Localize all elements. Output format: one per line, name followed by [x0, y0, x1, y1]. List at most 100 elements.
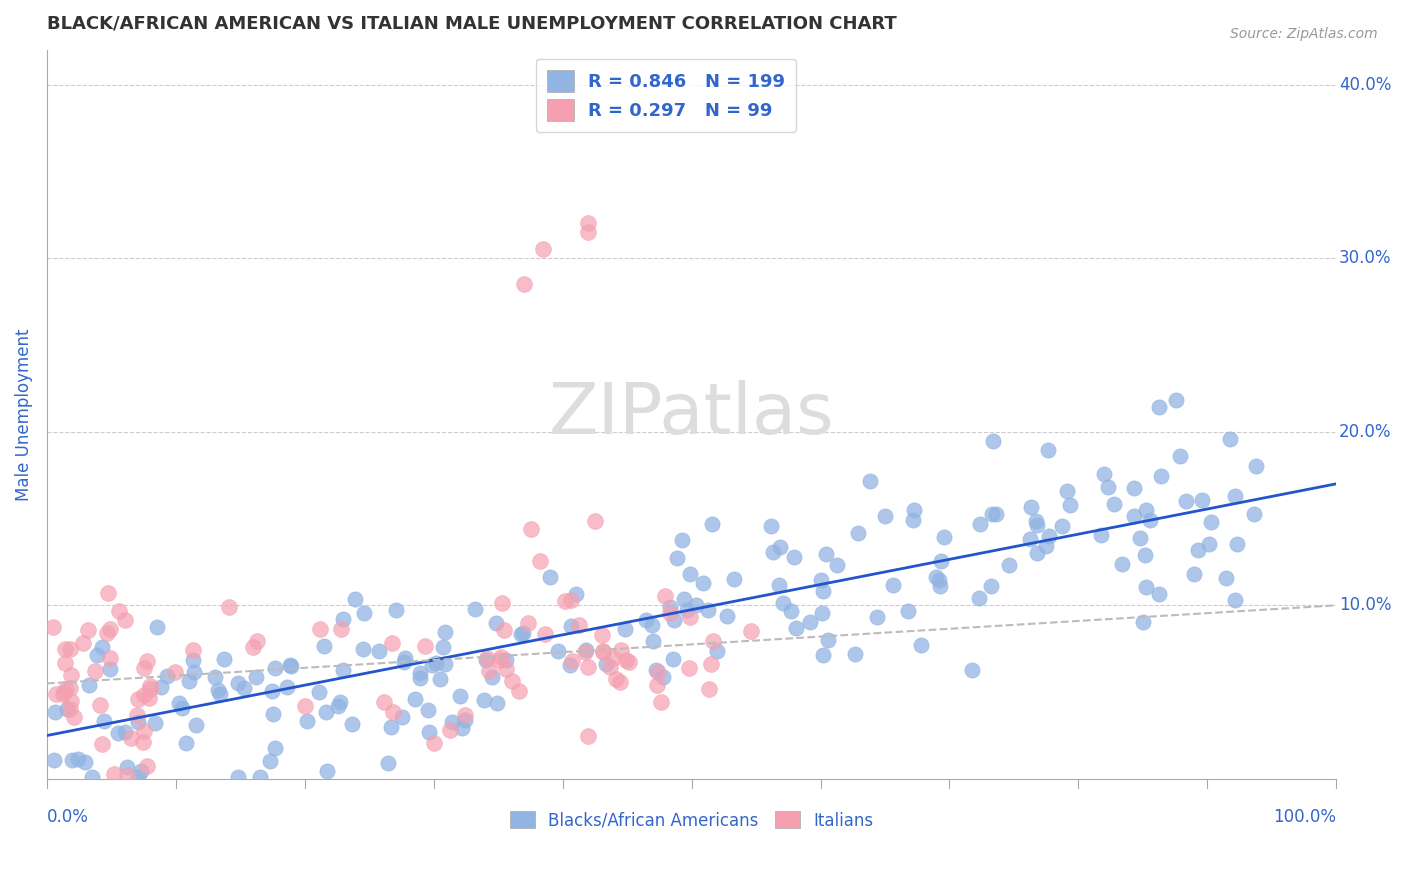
Point: [1035, 539, 1057, 553]
Point: [342, 717, 364, 731]
Point: [1243, 508, 1265, 522]
Point: [295, 714, 318, 729]
Point: [416, 703, 439, 717]
Point: [1133, 548, 1156, 562]
Point: [264, 741, 287, 756]
Point: [650, 695, 672, 709]
Point: [425, 657, 447, 671]
Point: [1025, 546, 1047, 560]
Point: [1223, 489, 1246, 503]
Point: [381, 636, 404, 650]
Point: [86, 648, 108, 663]
Point: [1182, 566, 1205, 581]
Point: [516, 615, 538, 630]
Point: [986, 507, 1008, 521]
Point: [66, 752, 89, 766]
Point: [647, 665, 669, 679]
Text: 40.0%: 40.0%: [1339, 76, 1392, 94]
Text: Source: ZipAtlas.com: Source: ZipAtlas.com: [1230, 27, 1378, 41]
Point: [815, 547, 838, 561]
Point: [127, 714, 149, 729]
Point: [962, 663, 984, 677]
Point: [702, 634, 724, 648]
Point: [574, 645, 596, 659]
Point: [434, 625, 457, 640]
Point: [531, 243, 554, 257]
Point: [554, 593, 576, 607]
Point: [817, 633, 839, 648]
Point: [280, 658, 302, 673]
Point: [1147, 400, 1170, 414]
Point: [509, 627, 531, 641]
Point: [1215, 571, 1237, 585]
Point: [873, 509, 896, 524]
Point: [449, 689, 471, 703]
Point: [492, 623, 515, 637]
Point: [472, 692, 495, 706]
Point: [204, 670, 226, 684]
Point: [114, 724, 136, 739]
Point: [508, 683, 530, 698]
Point: [464, 602, 486, 616]
Point: [408, 666, 430, 681]
Point: [246, 634, 269, 648]
Point: [186, 718, 208, 732]
Point: [759, 519, 782, 533]
Point: [583, 515, 606, 529]
Point: [592, 644, 614, 658]
Point: [114, 613, 136, 627]
Point: [897, 604, 920, 618]
Point: [420, 658, 443, 673]
Point: [380, 720, 402, 734]
Point: [42, 620, 65, 634]
Point: [665, 551, 688, 566]
Point: [139, 682, 162, 697]
Point: [97, 586, 120, 600]
Point: [997, 558, 1019, 573]
Point: [1122, 482, 1144, 496]
Text: 10.0%: 10.0%: [1339, 597, 1392, 615]
Point: [901, 513, 924, 527]
Point: [489, 653, 512, 667]
Point: [969, 517, 991, 532]
Point: [859, 475, 882, 489]
Point: [723, 572, 745, 586]
Point: [706, 644, 728, 658]
Point: [700, 657, 723, 672]
Point: [520, 522, 543, 536]
Point: [107, 604, 129, 618]
Point: [214, 651, 236, 665]
Point: [59, 702, 82, 716]
Point: [117, 768, 139, 782]
Point: [929, 554, 952, 568]
Point: [772, 596, 794, 610]
Point: [679, 610, 702, 624]
Point: [174, 736, 197, 750]
Point: [264, 661, 287, 675]
Point: [481, 670, 503, 684]
Point: [165, 665, 187, 679]
Point: [780, 604, 803, 618]
Point: [501, 674, 523, 689]
Point: [1104, 497, 1126, 511]
Point: [454, 708, 477, 723]
Point: [329, 622, 352, 636]
Point: [441, 714, 464, 729]
Point: [651, 670, 673, 684]
Point: [475, 653, 498, 667]
Point: [1097, 480, 1119, 494]
Point: [645, 677, 668, 691]
Point: [1050, 519, 1073, 533]
Point: [538, 570, 561, 584]
Point: [59, 694, 82, 708]
Point: [489, 649, 512, 664]
Point: [928, 580, 950, 594]
Point: [59, 642, 82, 657]
Point: [316, 764, 339, 778]
Point: [181, 642, 204, 657]
Point: [560, 619, 582, 633]
Point: [844, 647, 866, 661]
Point: [423, 736, 446, 750]
Point: [799, 615, 821, 629]
Y-axis label: Male Unemployment: Male Unemployment: [15, 328, 32, 500]
